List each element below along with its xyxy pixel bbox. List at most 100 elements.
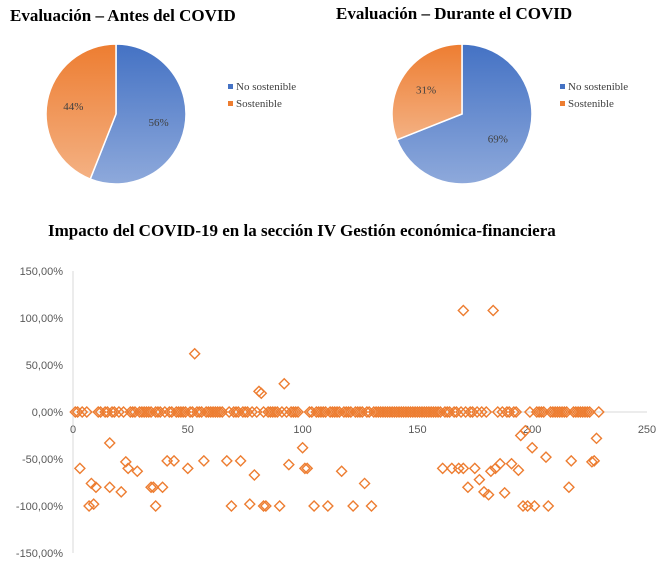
scatter-point [494, 457, 507, 470]
pie-before-legend-sostenible: Sostenible [236, 98, 282, 110]
scatter-point [556, 406, 569, 418]
scatter-point [510, 406, 523, 418]
y-tick-label: -50,00% [22, 454, 63, 466]
scatter-point [211, 406, 224, 418]
scatter-point [227, 406, 240, 418]
scatter-point [122, 462, 135, 475]
scatter-point [321, 500, 334, 512]
scatter-point [429, 406, 442, 418]
scatter-point [112, 406, 125, 418]
scatter-point [498, 486, 511, 499]
scatter-point [257, 500, 270, 512]
scatter-point [197, 454, 210, 467]
scatter-point [517, 500, 530, 512]
scatter-point [301, 462, 314, 475]
scatter-title: Impacto del COVID-19 en la sección IV Ge… [48, 221, 556, 240]
scatter-point [590, 432, 603, 445]
scatter-point [103, 481, 116, 494]
scatter-point [487, 304, 500, 317]
scatter-point [340, 406, 353, 418]
scatter-point [436, 462, 449, 475]
scatter-point [271, 406, 284, 418]
scatter-point [528, 500, 541, 512]
scatter-point [565, 454, 578, 467]
pie-before-label-sostenible: 44% [63, 101, 83, 113]
scatter-point [103, 437, 116, 450]
pie-before-title: Evaluación – Antes del COVID [10, 6, 236, 25]
scatter-point [438, 406, 451, 418]
scatter-point [519, 424, 532, 437]
scatter-point [562, 481, 575, 494]
scatter-point [365, 500, 378, 512]
scatter-point [156, 481, 169, 494]
scatter-point [466, 406, 479, 418]
scatter-point [259, 500, 272, 512]
scatter-point [358, 477, 371, 490]
scatter-point [71, 406, 84, 418]
pie-before-legend-swatch-sostenible [228, 101, 233, 106]
scatter-point [473, 473, 486, 486]
scatter-point [154, 406, 167, 418]
scatter-point [588, 454, 601, 467]
pie-during-slice-sostenible [391, 43, 463, 141]
scatter-point [535, 406, 548, 418]
scatter-point [190, 406, 203, 418]
pie-during-label-no-sostenible: 69% [488, 133, 508, 145]
scatter-point [585, 455, 598, 468]
scatter-point [583, 406, 596, 418]
scatter-point [147, 481, 160, 494]
scatter-point [328, 406, 341, 418]
pie-during-slice-no-sostenible [395, 43, 533, 185]
scatter-point [298, 462, 311, 475]
pie-during-legend-no-sostenible: No sostenible [568, 81, 628, 93]
scatter-point [161, 454, 174, 467]
scatter-point [234, 454, 247, 467]
scatter-point [246, 406, 259, 418]
pie-during-legend-sostenible: Sostenible [568, 98, 614, 110]
pie-before-legend-swatch-no-sostenible [228, 84, 233, 89]
scatter-point [282, 458, 295, 471]
scatter-point [558, 406, 571, 418]
scatter-point [145, 481, 158, 494]
y-tick-label: -150,00% [16, 548, 63, 560]
scatter-point [241, 406, 254, 418]
scatter-point [76, 406, 89, 418]
scatter-point [220, 454, 233, 467]
scatter-point [131, 465, 144, 478]
scatter-point [461, 481, 474, 494]
scatter-point [108, 406, 121, 418]
x-tick-label-150: 150 [408, 424, 426, 436]
scatter-point [275, 406, 288, 418]
scatter-point [308, 500, 321, 512]
scatter-point [188, 347, 201, 360]
x-tick-label-100: 100 [293, 424, 311, 436]
scatter-point [475, 406, 488, 418]
scatter-point [450, 406, 463, 418]
scatter-point [507, 406, 520, 418]
scatter-point [255, 387, 268, 400]
scatter-point [149, 500, 162, 512]
scatter-point [243, 498, 256, 511]
scatter-point [512, 464, 525, 477]
scatter-point [287, 406, 300, 418]
scatter-point [266, 406, 279, 418]
scatter-point [455, 406, 468, 418]
scatter-point [351, 406, 364, 418]
scatter-point [542, 500, 555, 512]
scatter-point [115, 485, 128, 498]
scatter-point [505, 457, 518, 470]
scatter-point [119, 455, 132, 468]
pie-before-label-no-sostenible: 56% [149, 117, 169, 129]
scatter-point [273, 500, 286, 512]
scatter-point [236, 406, 249, 418]
scatter-point [124, 406, 137, 418]
scatter-point [482, 488, 495, 501]
scatter-point [491, 406, 504, 418]
scatter-point [457, 304, 470, 317]
scatter-point [484, 465, 497, 478]
scatter-point [213, 406, 226, 418]
scatter-point [335, 465, 348, 478]
scatter-point [471, 406, 484, 418]
scatter-point [347, 500, 360, 512]
